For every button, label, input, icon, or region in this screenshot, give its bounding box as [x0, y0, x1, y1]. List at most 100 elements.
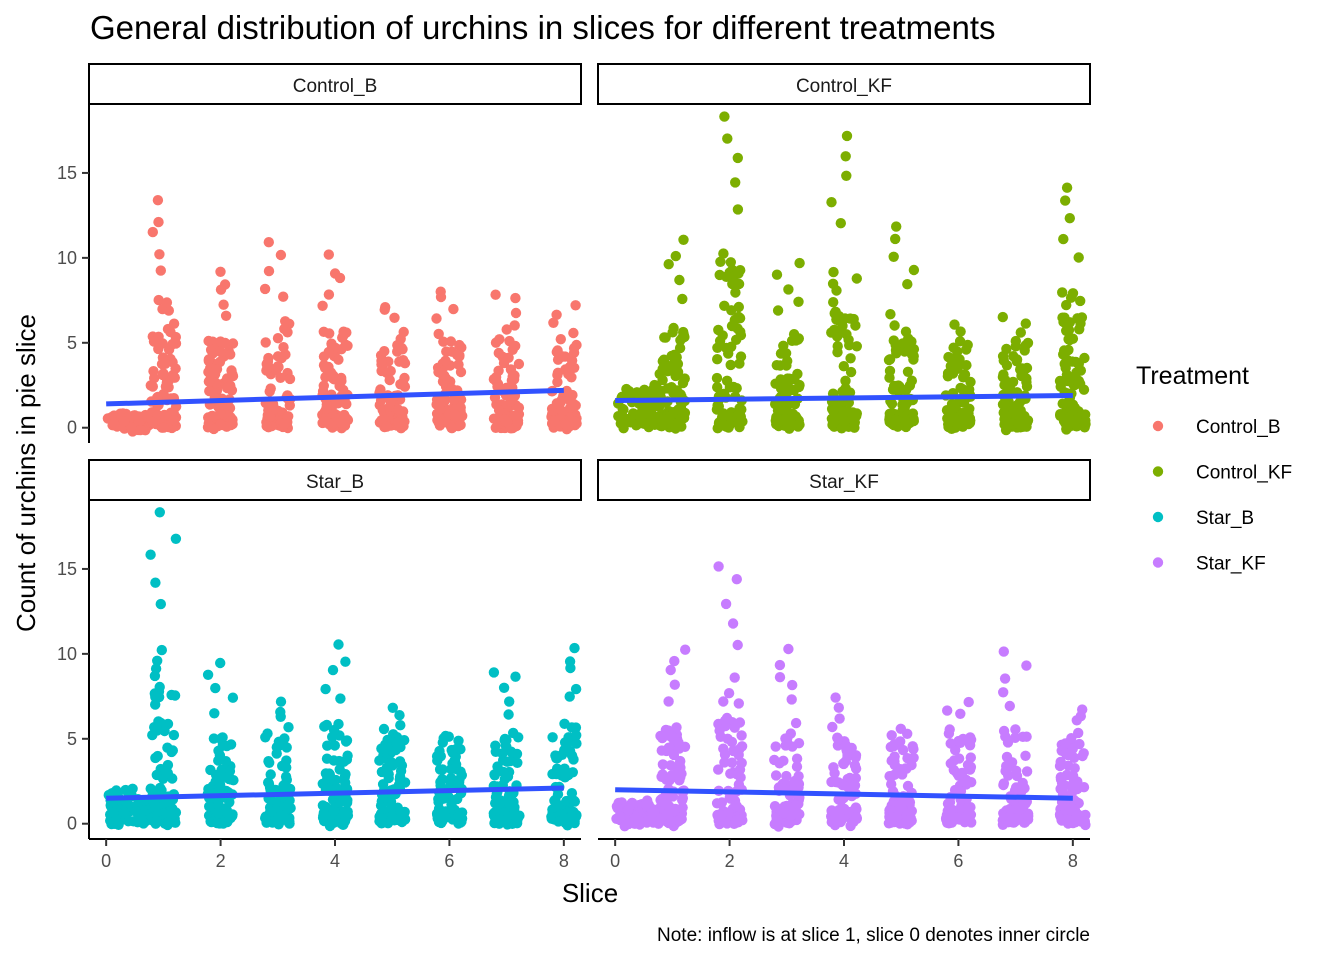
data-point [1000, 731, 1011, 742]
data-point [1022, 415, 1034, 426]
data-point [570, 300, 581, 311]
data-point [220, 337, 231, 349]
data-point [677, 293, 688, 305]
trend-line [106, 785, 564, 801]
data-point [964, 764, 975, 775]
data-point [446, 744, 457, 756]
data-point [208, 733, 220, 744]
data-point [1057, 312, 1068, 323]
data-point [793, 738, 805, 749]
data-point [263, 237, 274, 248]
data-point [163, 817, 174, 828]
data-point [285, 802, 296, 814]
data-point [794, 257, 805, 269]
data-point [148, 336, 160, 347]
data-point [109, 418, 120, 429]
data-point [729, 722, 740, 733]
data-point [830, 776, 842, 788]
data-point [566, 355, 578, 366]
panel-Star_KF: Star_KF 0 2 4 6 8 [597, 459, 1091, 871]
data-point [280, 316, 291, 327]
data-point [1067, 770, 1079, 782]
data-point [434, 764, 446, 775]
data-point [320, 809, 331, 820]
data-point [963, 696, 974, 708]
data-point [318, 380, 329, 391]
data-point [159, 797, 170, 808]
y-tick-label: 0 [67, 418, 77, 438]
data-point [326, 338, 337, 349]
data-point [945, 738, 956, 749]
data-point [1061, 299, 1072, 311]
data-point [1055, 410, 1066, 421]
data-point [202, 422, 214, 433]
data-point [826, 197, 837, 208]
data-point [454, 339, 465, 351]
data-point [671, 722, 682, 733]
data-point [965, 732, 976, 743]
data-point [831, 285, 842, 296]
data-point [839, 416, 850, 427]
data-point [1015, 327, 1026, 338]
data-point [261, 420, 272, 432]
data-point [951, 812, 962, 823]
data-point [489, 392, 501, 403]
data-point [155, 265, 166, 276]
data-point [885, 309, 896, 320]
data-point [509, 410, 520, 421]
data-point [560, 419, 571, 430]
data-point [640, 799, 652, 810]
data-point [711, 404, 723, 415]
data-point [736, 730, 747, 741]
data-point [333, 639, 344, 650]
data-point [791, 753, 803, 764]
data-point [830, 692, 841, 703]
data-point [942, 705, 953, 716]
data-point [501, 814, 512, 825]
data-point [552, 354, 564, 365]
data-point [283, 817, 295, 828]
data-point [498, 357, 510, 369]
data-point [949, 319, 960, 330]
data-point [571, 730, 582, 741]
data-point [735, 326, 746, 337]
data-point [943, 351, 954, 363]
data-point [723, 348, 734, 359]
facet-panels: Control_B 0 5 10 15 Control_KF Star_B 0 5 10 15 0 2 4… [57, 63, 1091, 871]
data-point [455, 394, 467, 405]
data-point [657, 759, 669, 770]
data-point [170, 533, 182, 544]
data-point [833, 702, 844, 713]
data-point [722, 133, 733, 144]
data-point [665, 664, 676, 676]
data-point [727, 618, 739, 629]
data-point [203, 783, 214, 795]
data-point [1071, 367, 1082, 378]
data-point [719, 757, 730, 768]
data-point [726, 757, 738, 768]
data-point [833, 794, 844, 805]
data-point [781, 770, 792, 782]
data-point [435, 776, 446, 788]
data-point [395, 333, 406, 345]
data-point [215, 284, 227, 295]
data-point [339, 816, 351, 827]
data-point [845, 366, 857, 378]
data-point [828, 405, 839, 417]
data-point [335, 797, 346, 808]
data-point [841, 329, 852, 340]
data-point [149, 670, 161, 682]
data-point [678, 234, 689, 245]
data-point [902, 279, 913, 290]
data-point [152, 195, 164, 206]
data-point [393, 404, 404, 415]
data-point [551, 398, 563, 409]
data-point [555, 334, 566, 345]
y-tick-label: 5 [67, 729, 77, 749]
data-point [168, 415, 180, 426]
data-point [667, 327, 678, 338]
data-point [147, 416, 158, 428]
data-point [829, 813, 840, 825]
data-point [1001, 763, 1012, 775]
data-point [505, 396, 516, 407]
